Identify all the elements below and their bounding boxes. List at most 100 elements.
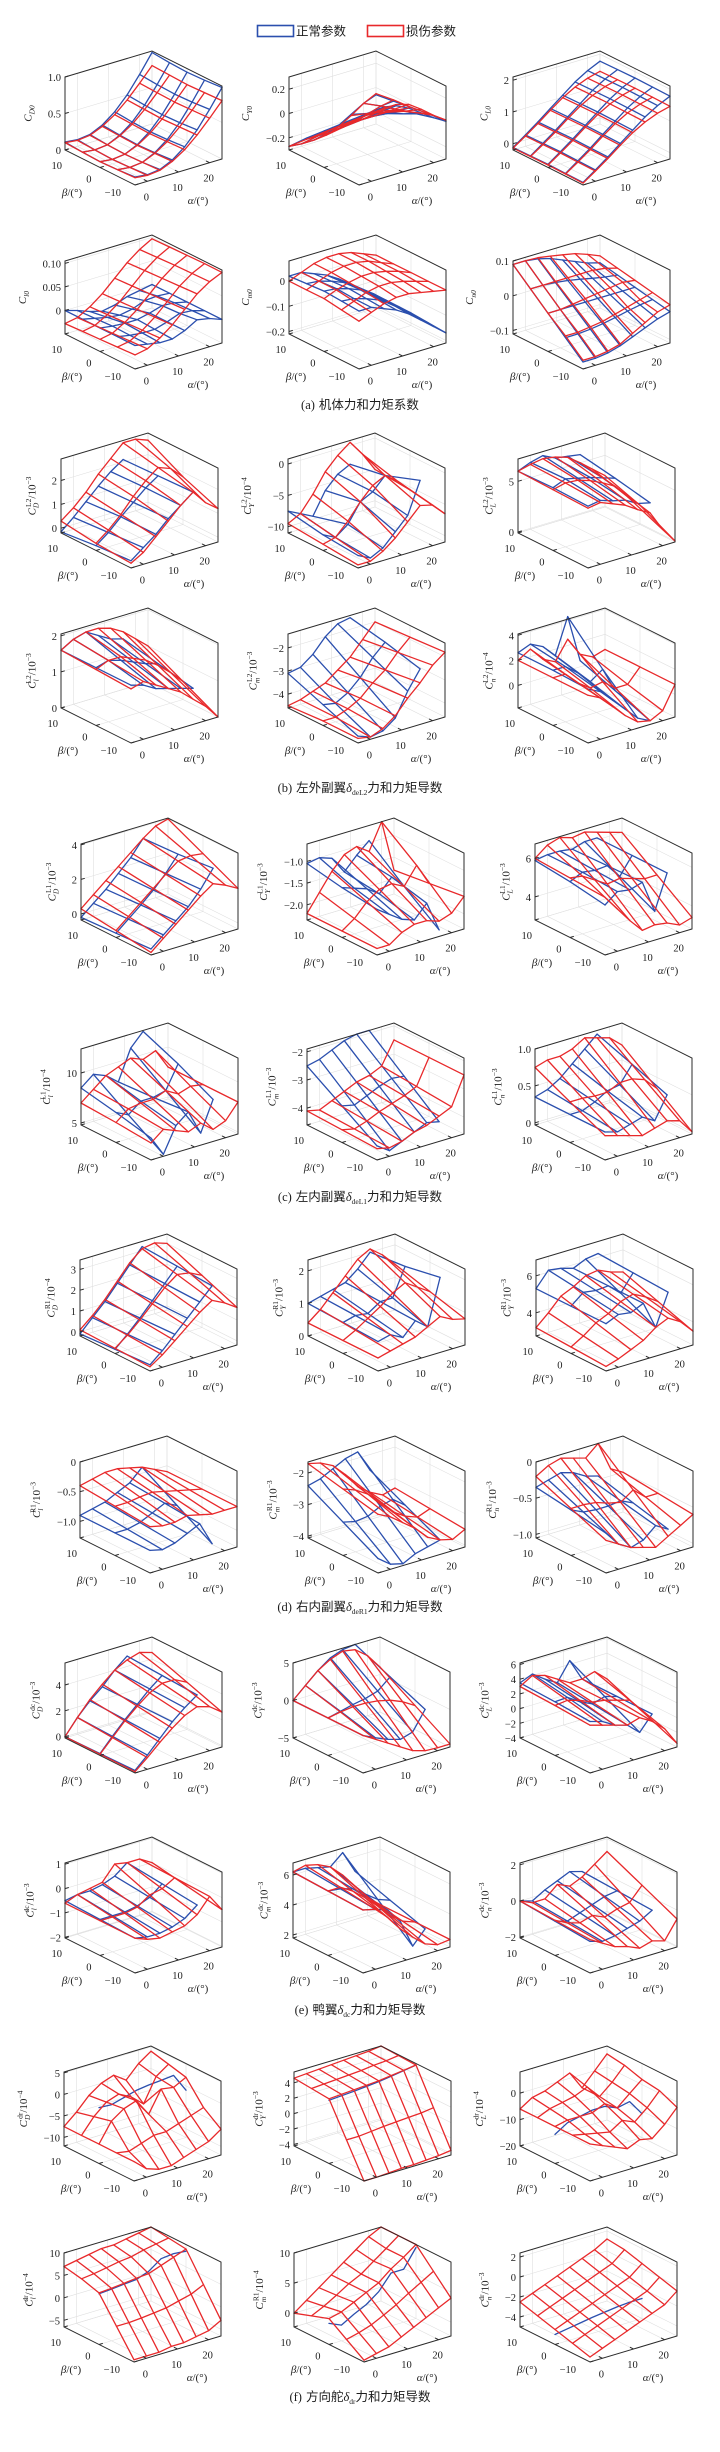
z-tick — [512, 259, 517, 262]
mesh-line-damaged — [151, 238, 223, 274]
z-tick — [288, 304, 293, 307]
back-edge — [512, 307, 601, 335]
mesh-line-normal — [319, 1478, 392, 1565]
tick-marks — [306, 1050, 452, 1161]
grid-line — [151, 1911, 223, 1947]
beta-tick-label: −10 — [575, 958, 591, 969]
mesh-line-damaged — [317, 1863, 389, 1919]
mesh-line-damaged — [63, 2265, 135, 2361]
mesh-line-normal — [76, 309, 149, 345]
beta-tick-label: 0 — [541, 1963, 546, 1974]
back-edge — [288, 307, 377, 335]
mesh-line-damaged — [569, 874, 658, 885]
alpha-axis-label: α/(°) — [643, 2372, 664, 2384]
beta-axis-label: β/(°) — [290, 2183, 312, 2195]
alpha-tick-label: 0 — [373, 2188, 378, 2199]
mesh-damaged — [64, 64, 223, 179]
beta-tick — [134, 367, 139, 370]
z-tick-label: 0 — [55, 2090, 60, 2101]
z-tick-label: −2 — [273, 644, 284, 655]
z-tick — [535, 1274, 540, 1277]
mesh-line-damaged — [141, 1248, 213, 1302]
alpha-tick-label: 10 — [396, 367, 407, 378]
z-tick — [535, 1532, 540, 1535]
z-tick — [60, 478, 65, 481]
z-tick — [292, 1933, 297, 1936]
mesh-line-damaged — [129, 1262, 201, 1314]
grid-line — [552, 699, 641, 726]
mesh-line-damaged — [101, 1881, 173, 1933]
z-tick-label: 6 — [527, 1272, 532, 1283]
z-axis-label: CDL1/10−3 — [44, 862, 61, 901]
mesh-damaged — [519, 1850, 678, 1949]
alpha-tick — [434, 2337, 439, 2341]
mesh-line-damaged — [369, 1248, 441, 1318]
beta-tick — [98, 2161, 103, 2164]
mesh-line-normal — [138, 73, 211, 111]
beta-axis-label: β/(°) — [509, 371, 531, 383]
mesh-line-damaged — [604, 1120, 693, 1137]
mesh-line-damaged — [151, 1651, 223, 1713]
grid-line — [292, 1908, 381, 1936]
grid-line — [519, 2270, 608, 2298]
tick-marks — [64, 1862, 210, 1974]
mesh-line-normal — [327, 1888, 391, 1901]
grid-line — [569, 911, 658, 938]
beta-tick-label: 0 — [314, 1963, 319, 1974]
alpha-tick-label: 0 — [159, 1378, 164, 1389]
beta-axis-label: β/(°) — [516, 1775, 538, 1787]
beta-axis-label: β/(°) — [304, 1373, 326, 1385]
alpha-tick-label: 0 — [599, 1780, 604, 1791]
mesh-line-damaged — [536, 2064, 626, 2119]
mesh-line-normal — [559, 850, 631, 891]
beta-tick — [605, 1571, 610, 1574]
mesh-line-damaged — [355, 2055, 427, 2161]
mesh-line-normal — [586, 262, 659, 320]
mesh-line-damaged — [154, 1050, 227, 1122]
grid-line — [604, 659, 676, 695]
z-tick — [306, 1106, 311, 1109]
alpha-tick — [174, 169, 179, 173]
alpha-tick-label: 20 — [651, 174, 662, 185]
beta-tick-label: 0 — [310, 175, 315, 186]
grid-line — [323, 141, 412, 168]
back-edge — [64, 123, 153, 151]
mesh-line-damaged — [534, 1066, 606, 1137]
mesh-line-damaged — [562, 97, 634, 134]
beta-tick-label: 0 — [309, 733, 314, 744]
z-tick-label: 0 — [279, 460, 284, 471]
mesh-line-damaged — [581, 2087, 653, 2140]
grid-line — [552, 524, 641, 551]
z-tick-label: 0 — [527, 1458, 532, 1469]
alpha-tick — [417, 1557, 422, 1561]
z-tick — [80, 877, 85, 880]
beta-tick-label: 10 — [500, 161, 511, 172]
alpha-tick — [173, 2165, 178, 2169]
beta-tick — [535, 1536, 540, 1539]
beta-tick-label: −10 — [333, 1976, 349, 1987]
grid-line — [379, 1848, 451, 1885]
mesh-line-damaged — [589, 1918, 678, 1949]
grid-line — [604, 609, 676, 645]
mesh-line-normal — [110, 470, 182, 507]
mesh-line-damaged — [556, 1883, 628, 1948]
alpha-tick — [676, 1548, 681, 1552]
mesh-line-damaged — [589, 2106, 678, 2150]
alpha-tick-label: 0 — [614, 1167, 619, 1178]
beta-axis-label: β/(°) — [76, 1373, 98, 1385]
mesh-line-damaged — [606, 1678, 678, 1744]
grid-line — [306, 1025, 395, 1053]
grid-line — [380, 2102, 452, 2139]
alpha-tick — [201, 543, 206, 547]
z-axis-label: CnR1/10−3 — [485, 1481, 502, 1519]
mesh-line-damaged — [529, 463, 602, 504]
alpha-tick-label: 10 — [172, 1971, 183, 1982]
grid-line — [393, 856, 465, 893]
mesh-line-damaged — [357, 504, 446, 566]
mesh-line-normal — [329, 1657, 401, 1741]
mesh-line-normal — [534, 859, 606, 906]
